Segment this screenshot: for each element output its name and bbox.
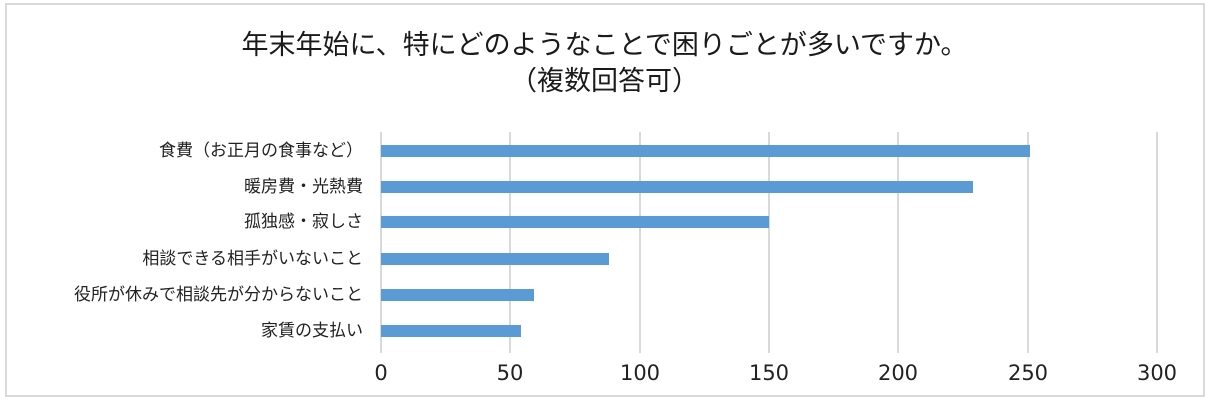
chart-title-line1: 年末年始に、特にどのようなことで困りごとが多いですか。 [241, 30, 968, 61]
plot-area [380, 132, 1158, 353]
gridline-50 [509, 132, 511, 353]
x-tick-label: 100 [619, 361, 661, 385]
bar-loneliness [381, 216, 769, 228]
x-tick-label: 300 [1136, 361, 1178, 385]
gridline-250 [1027, 132, 1029, 353]
chart-title: 年末年始に、特にどのようなことで困りごとが多いですか。 （複数回答可） [0, 28, 1209, 100]
category-label: 家賃の支払い [261, 321, 363, 341]
x-tick-label: 0 [374, 361, 388, 385]
x-tick-label: 50 [496, 361, 524, 385]
gridline-300 [1156, 132, 1158, 353]
bar-rent [381, 325, 521, 337]
chart-frame [5, 3, 1205, 397]
x-tick-label: 250 [1007, 361, 1049, 385]
category-label: 役所が休みで相談先が分からないこと [74, 285, 363, 305]
gridline-100 [639, 132, 641, 353]
category-label: 暖房費・光熱費 [244, 177, 363, 197]
x-tick-label: 150 [748, 361, 790, 385]
x-tick-label: 200 [877, 361, 919, 385]
gridline-150 [768, 132, 770, 353]
bar-no-one-to-consult [381, 253, 609, 265]
category-label: 孤独感・寂しさ [244, 212, 363, 232]
bar-office-closed [381, 289, 534, 301]
category-label: 食費（お正月の食事など） [159, 141, 363, 161]
gridline-0 [380, 132, 382, 353]
bar-heating [381, 181, 974, 193]
gridline-200 [897, 132, 899, 353]
bar-food [381, 145, 1031, 157]
chart-subtitle: （複数回答可） [510, 66, 699, 97]
category-label: 相談できる相手がいないこと [142, 249, 363, 269]
